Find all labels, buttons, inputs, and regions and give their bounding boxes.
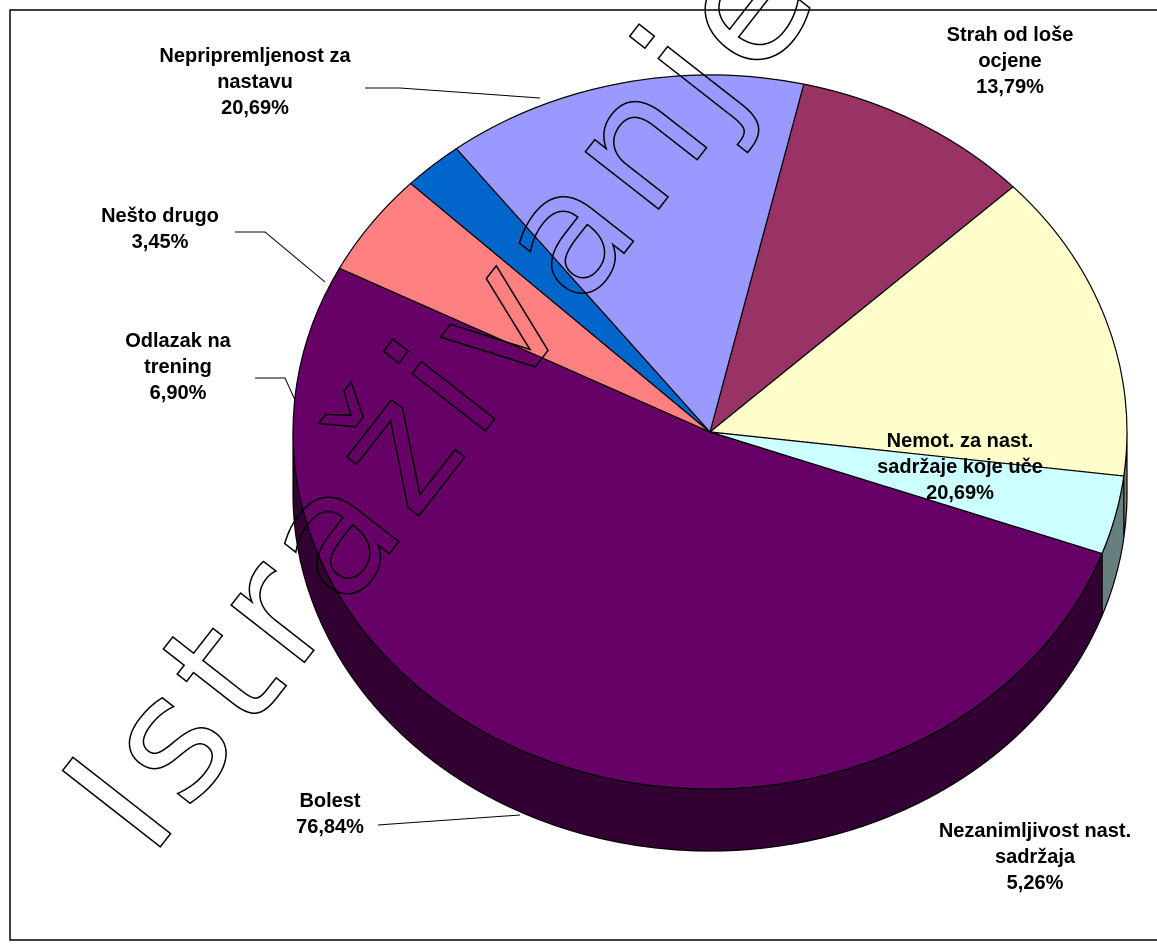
slice [708, 186, 1128, 477]
value-label: 20,69% [221, 97, 289, 119]
slice-label: Bolest 76,84% [265, 788, 395, 840]
value-label: 76,84% [296, 816, 364, 838]
category-label: Bolest [299, 790, 361, 812]
pie [292, 74, 1128, 852]
value-label: 13,79% [976, 76, 1044, 98]
value-label: 3,45% [131, 231, 189, 253]
category-label: Odlazak na trening [125, 330, 231, 378]
category-label: Nešto drugo [101, 205, 219, 227]
value-label: 5,26% [1006, 872, 1064, 894]
slice-label: Nešto drugo 3,45% [60, 203, 260, 255]
value-label: 6,90% [149, 382, 207, 404]
category-label: Nepripremljenost za nastavu [159, 45, 351, 93]
leader-line [377, 814, 521, 826]
leader-line [235, 231, 326, 283]
leader-lines [235, 87, 541, 826]
slice-label: Nezanimljivost nast. sadržaja 5,26% [920, 818, 1150, 896]
category-label: Nezanimljivost nast. sadržaja [938, 820, 1132, 868]
category-label: Nemot. za nast. sadržaje koje uče [877, 430, 1043, 478]
slice-label: Odlazak na trening 6,90% [93, 328, 263, 406]
slice [292, 267, 1103, 790]
slice [455, 74, 805, 434]
value-label: 20,69% [926, 482, 994, 504]
slice-label: Nemot. za nast. sadržaje koje uče 20,69% [865, 428, 1055, 506]
leader-line [255, 377, 296, 401]
slice-label: Strah od loše ocjene 13,79% [925, 22, 1095, 100]
slice-label: Nepripremljenost za nastavu 20,69% [130, 43, 380, 121]
category-label: Strah od loše ocjene [946, 24, 1074, 72]
slice [708, 83, 1015, 434]
leader-line [365, 87, 541, 99]
